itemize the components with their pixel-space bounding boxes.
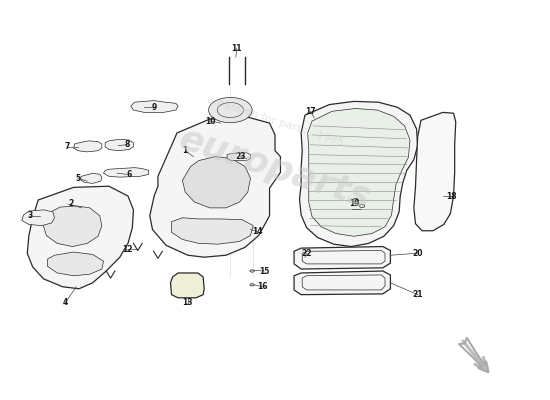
- Text: 21: 21: [412, 290, 423, 299]
- Polygon shape: [294, 271, 390, 295]
- Polygon shape: [172, 218, 253, 244]
- Text: 18: 18: [447, 192, 457, 200]
- Ellipse shape: [359, 204, 365, 208]
- Polygon shape: [103, 168, 148, 177]
- Polygon shape: [414, 112, 456, 231]
- Polygon shape: [307, 108, 410, 236]
- Text: 22: 22: [301, 249, 312, 258]
- Polygon shape: [170, 273, 204, 298]
- Text: 14: 14: [252, 227, 263, 236]
- Polygon shape: [22, 210, 54, 226]
- Text: 8: 8: [124, 140, 130, 149]
- Polygon shape: [28, 186, 134, 289]
- Text: 13: 13: [183, 298, 193, 307]
- Polygon shape: [43, 206, 102, 246]
- Text: 15: 15: [259, 266, 270, 276]
- Polygon shape: [105, 139, 134, 151]
- Ellipse shape: [208, 98, 252, 123]
- Ellipse shape: [250, 284, 254, 286]
- Text: 20: 20: [412, 249, 423, 258]
- Text: 9: 9: [151, 103, 157, 112]
- Text: 10: 10: [206, 117, 216, 126]
- Polygon shape: [150, 117, 280, 257]
- Text: 23: 23: [235, 152, 246, 161]
- Text: 12: 12: [122, 245, 132, 254]
- Text: europarts: europarts: [175, 121, 375, 216]
- Text: 11: 11: [232, 44, 242, 53]
- Text: 2: 2: [68, 200, 74, 208]
- Polygon shape: [47, 252, 103, 276]
- Text: 1: 1: [183, 146, 188, 155]
- Text: 17: 17: [305, 107, 316, 116]
- Polygon shape: [183, 157, 250, 208]
- Text: 7: 7: [64, 142, 70, 151]
- Text: 5: 5: [75, 174, 80, 183]
- Text: 16: 16: [257, 282, 268, 291]
- Polygon shape: [300, 101, 417, 246]
- Ellipse shape: [353, 198, 358, 202]
- Text: 4: 4: [63, 298, 68, 307]
- Polygon shape: [294, 246, 390, 269]
- Text: 19: 19: [349, 200, 359, 208]
- Text: a passion for parts...1985: a passion for parts...1985: [206, 94, 344, 148]
- Ellipse shape: [250, 270, 254, 272]
- Polygon shape: [80, 173, 102, 184]
- Text: 3: 3: [28, 211, 32, 220]
- Polygon shape: [131, 101, 178, 112]
- Polygon shape: [227, 153, 250, 160]
- Polygon shape: [74, 141, 102, 152]
- Text: 6: 6: [126, 170, 131, 179]
